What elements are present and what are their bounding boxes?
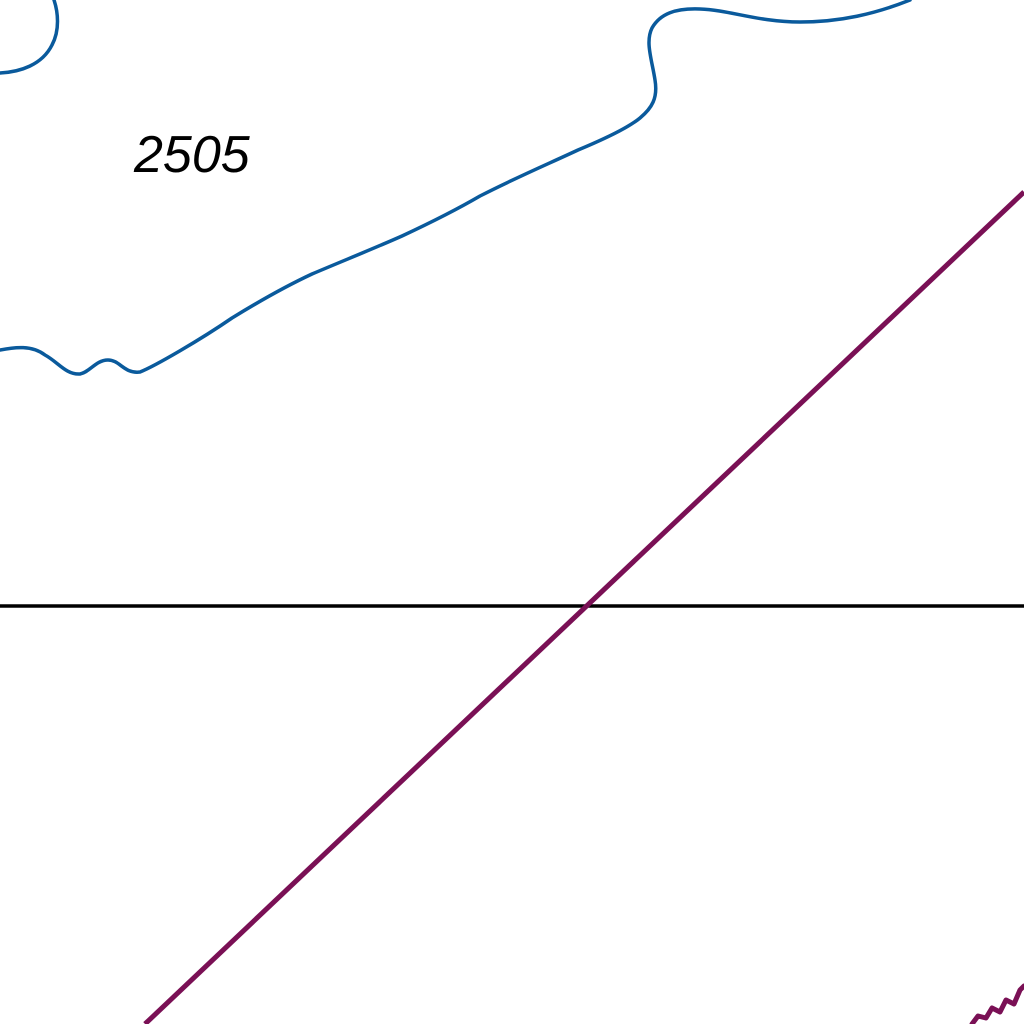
contour-line-top-left [0, 0, 60, 75]
boundary-line-diagonal [143, 190, 1024, 1024]
boundary-line-fragment [969, 983, 1024, 1024]
contour-line-main [0, 0, 912, 376]
contour-elevation-label: 2505 [133, 126, 251, 184]
